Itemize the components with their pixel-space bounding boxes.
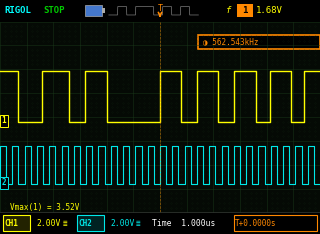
Text: 2.00V: 2.00V bbox=[37, 219, 61, 228]
Text: 1: 1 bbox=[242, 6, 247, 15]
Text: Vmax(1) = 3.52V: Vmax(1) = 3.52V bbox=[10, 203, 79, 212]
Text: 1: 1 bbox=[2, 117, 6, 125]
Text: Time  1.000us: Time 1.000us bbox=[152, 219, 215, 228]
Bar bbox=[237, 4, 253, 17]
Bar bbox=[77, 215, 104, 231]
Text: ◑ 562.543kHz: ◑ 562.543kHz bbox=[203, 38, 259, 47]
Bar bbox=[198, 35, 320, 49]
Text: 2.00V: 2.00V bbox=[110, 219, 135, 228]
Bar bbox=[85, 5, 102, 16]
Text: RIGOL: RIGOL bbox=[5, 6, 32, 15]
Text: STOP: STOP bbox=[43, 6, 65, 15]
Text: T: T bbox=[157, 4, 163, 13]
Bar bbox=[3, 215, 30, 231]
Text: 1.68V: 1.68V bbox=[256, 6, 283, 15]
Text: ≣: ≣ bbox=[62, 219, 67, 228]
Text: ≣: ≣ bbox=[136, 219, 140, 228]
Bar bbox=[0, 0, 320, 22]
Text: CH1: CH1 bbox=[5, 219, 19, 228]
Bar bbox=[0, 212, 320, 234]
Text: CH2: CH2 bbox=[78, 219, 92, 228]
Text: 2: 2 bbox=[2, 179, 6, 187]
Bar bbox=[0, 22, 320, 212]
Text: T+0.0000s: T+0.0000s bbox=[235, 219, 277, 228]
Text: f: f bbox=[226, 6, 231, 15]
Bar bbox=[102, 8, 105, 13]
Bar bbox=[234, 215, 317, 231]
